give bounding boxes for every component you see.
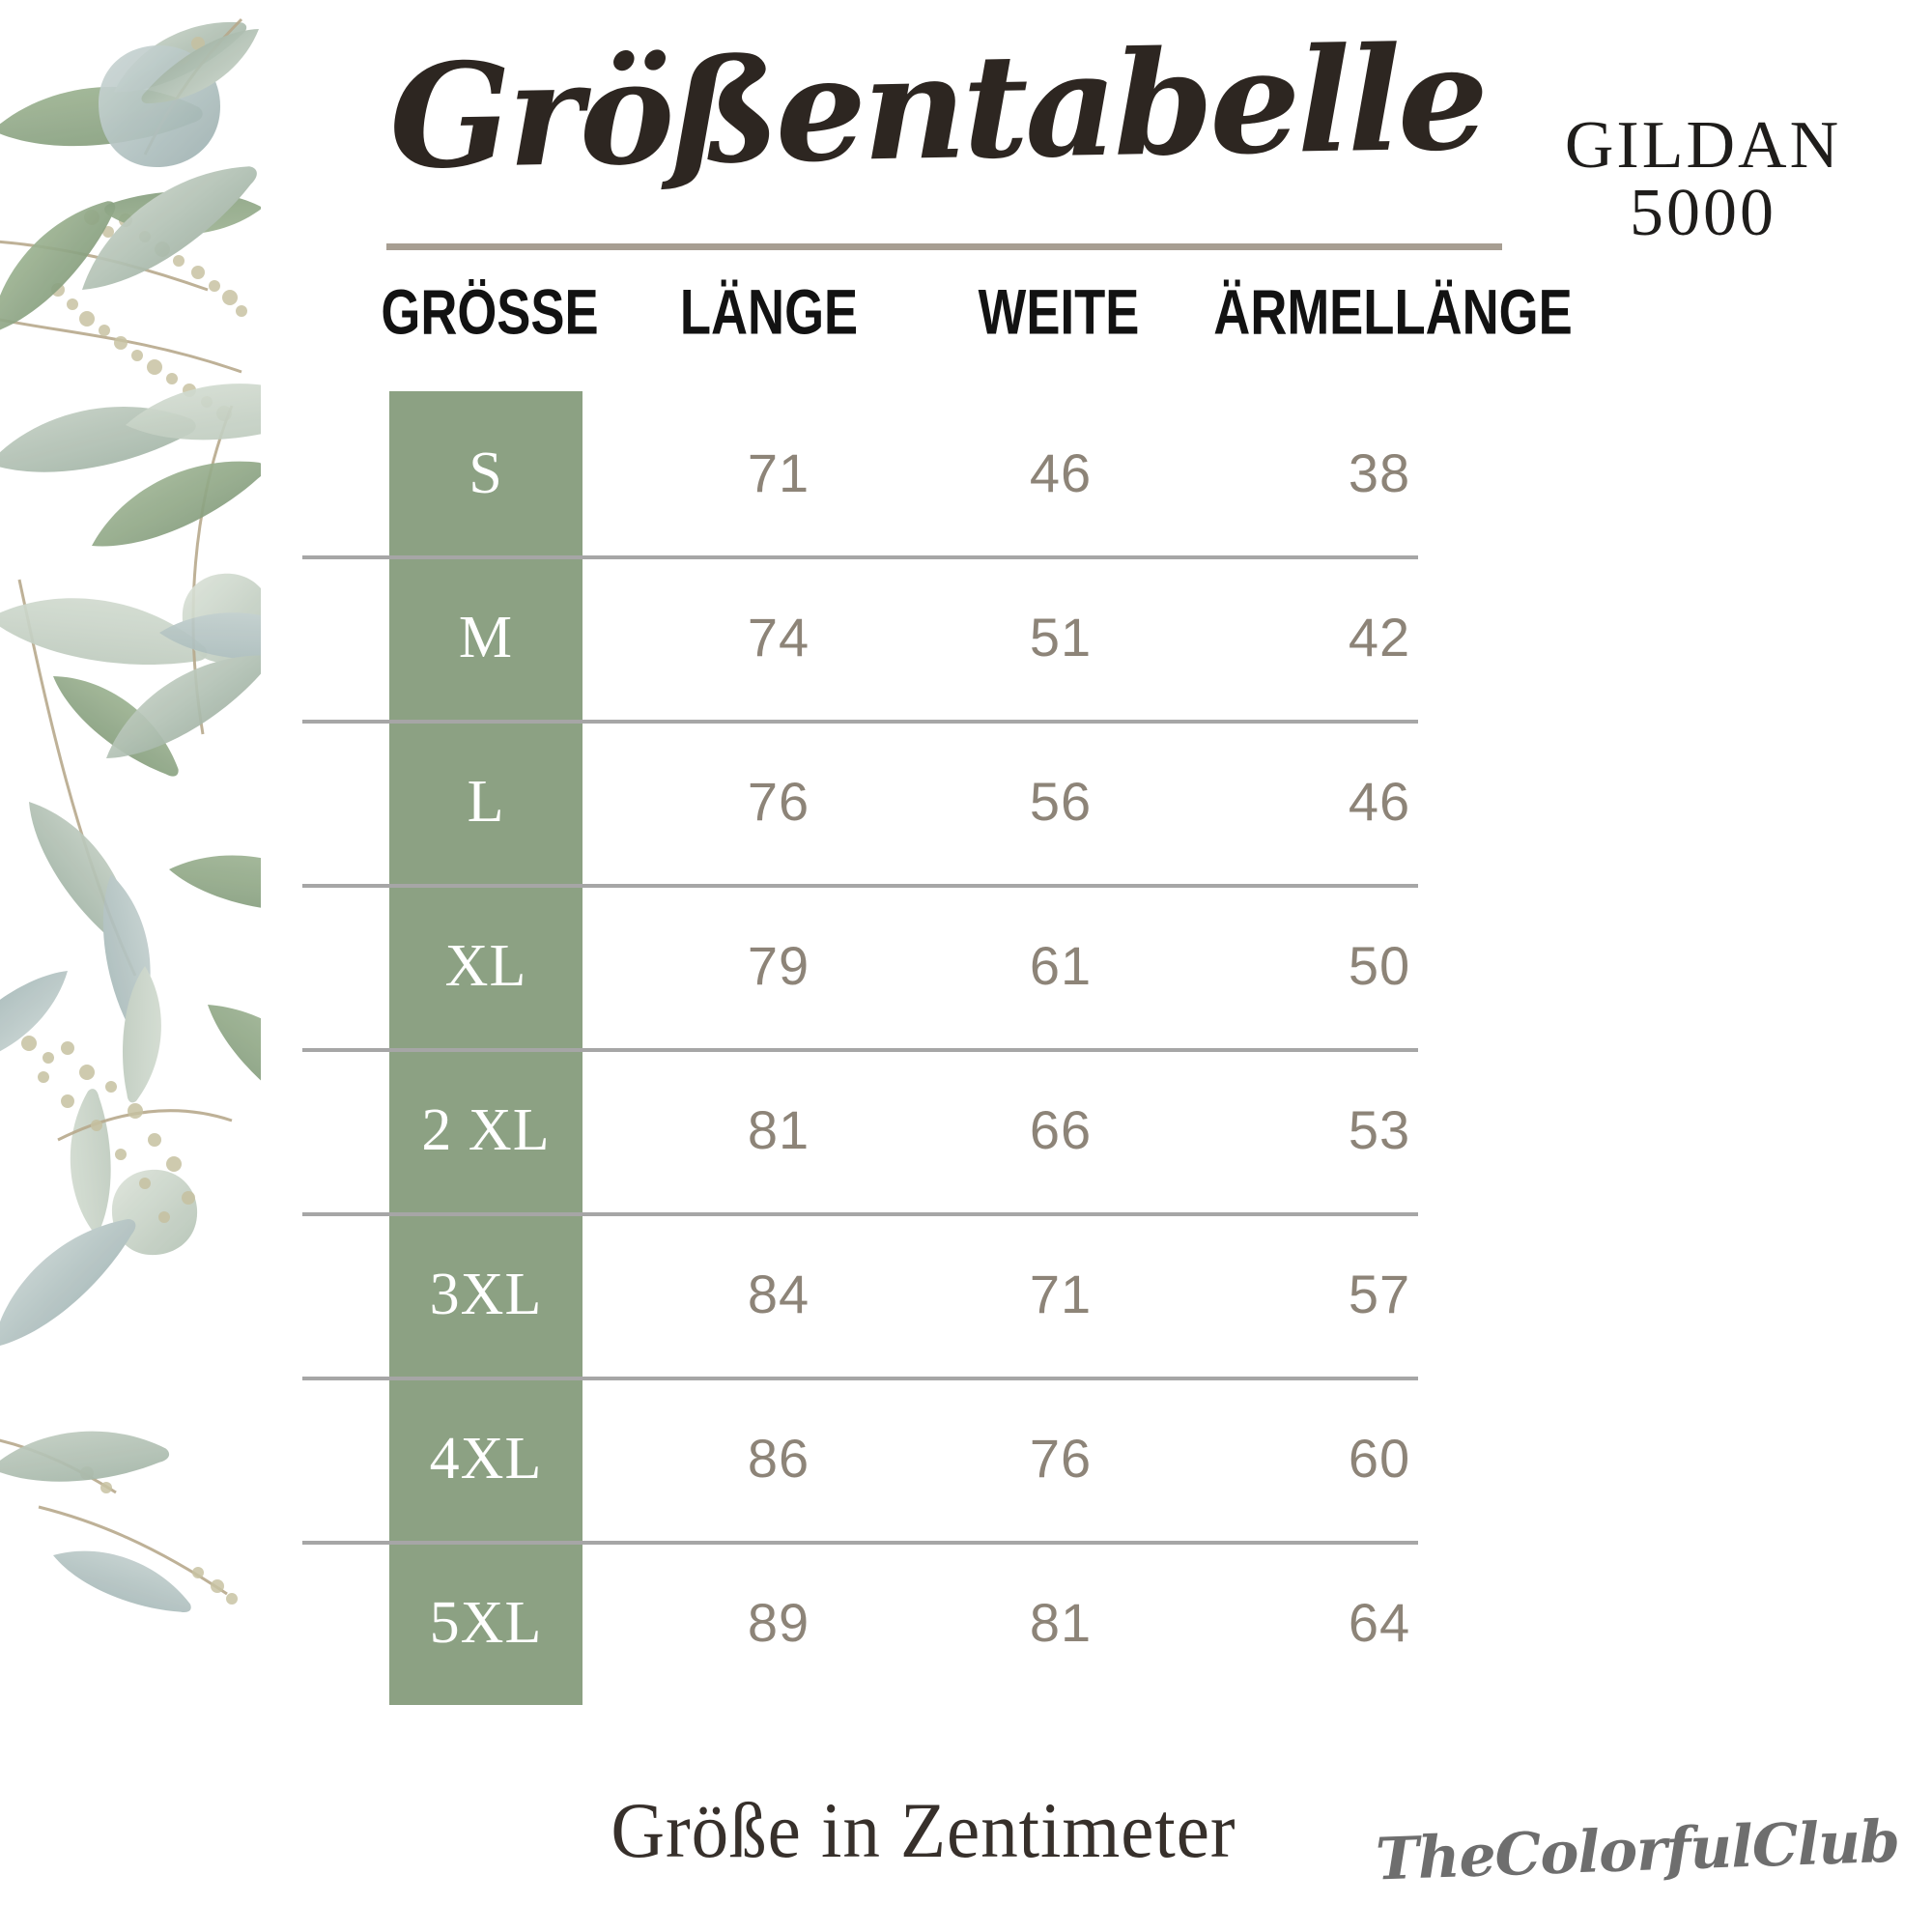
- page-title: Größentabelle: [387, 14, 1487, 201]
- laenge-value: 74: [747, 607, 810, 668]
- size-cell: XL: [444, 933, 527, 999]
- size-cell: S: [469, 440, 503, 506]
- aermellaenge-value: 64: [1348, 1592, 1411, 1653]
- weite-value: 46: [1029, 442, 1093, 503]
- aermellaenge-value: 60: [1348, 1428, 1411, 1489]
- aermellaenge-value: 42: [1348, 607, 1411, 668]
- table-row: 2 XL 81 66 53: [0, 1048, 1932, 1212]
- laenge-value: 84: [747, 1264, 810, 1324]
- table-row: 3XL 84 71 57: [0, 1212, 1932, 1377]
- table-row: 4XL 86 76 60: [0, 1377, 1932, 1541]
- weite-value: 76: [1029, 1428, 1093, 1489]
- laenge-value: 76: [747, 771, 810, 832]
- weite-value: 51: [1029, 607, 1093, 668]
- aermellaenge-value: 38: [1348, 442, 1411, 503]
- laenge-value: 81: [747, 1099, 810, 1160]
- column-header-laenge: LÄNGE: [679, 275, 859, 348]
- table-row: 5XL 89 81 64: [0, 1541, 1932, 1705]
- weite-value: 81: [1029, 1592, 1093, 1653]
- weite-value: 66: [1029, 1099, 1093, 1160]
- product-name: GILDAN 5000: [1564, 108, 1842, 250]
- laenge-value: 89: [747, 1592, 810, 1653]
- unit-caption: Größe in Zentimeter: [611, 1786, 1236, 1874]
- laenge-value: 71: [747, 442, 810, 503]
- size-cell: L: [467, 769, 505, 835]
- weite-value: 71: [1029, 1264, 1093, 1324]
- row-separator: [302, 555, 1418, 559]
- column-header-aermellaenge: ÄRMELLÄNGE: [1213, 275, 1573, 348]
- laenge-value: 79: [747, 935, 810, 996]
- row-separator: [302, 1541, 1418, 1545]
- table-row: XL 79 61 50: [0, 884, 1932, 1048]
- weite-value: 56: [1029, 771, 1093, 832]
- size-cell: 4XL: [429, 1426, 543, 1492]
- title-underline: [386, 243, 1502, 250]
- size-cell: 5XL: [429, 1590, 543, 1656]
- aermellaenge-value: 46: [1348, 771, 1411, 832]
- row-separator: [302, 884, 1418, 888]
- aermellaenge-value: 50: [1348, 935, 1411, 996]
- column-header-weite: WEITE: [978, 275, 1140, 348]
- size-cell: M: [458, 605, 514, 670]
- row-separator: [302, 1048, 1418, 1052]
- size-cell: 3XL: [429, 1262, 543, 1327]
- row-separator: [302, 1212, 1418, 1216]
- table-row: M 74 51 42: [0, 555, 1932, 720]
- row-separator: [302, 720, 1418, 724]
- aermellaenge-value: 53: [1348, 1099, 1411, 1160]
- aermellaenge-value: 57: [1348, 1264, 1411, 1324]
- weite-value: 61: [1029, 935, 1093, 996]
- column-header-groesse: GRÖSSE: [381, 275, 599, 348]
- table-row: S 71 46 38: [0, 391, 1932, 555]
- laenge-value: 86: [747, 1428, 810, 1489]
- row-separator: [302, 1377, 1418, 1380]
- size-cell: 2 XL: [421, 1097, 551, 1163]
- table-row: L 76 56 46: [0, 720, 1932, 884]
